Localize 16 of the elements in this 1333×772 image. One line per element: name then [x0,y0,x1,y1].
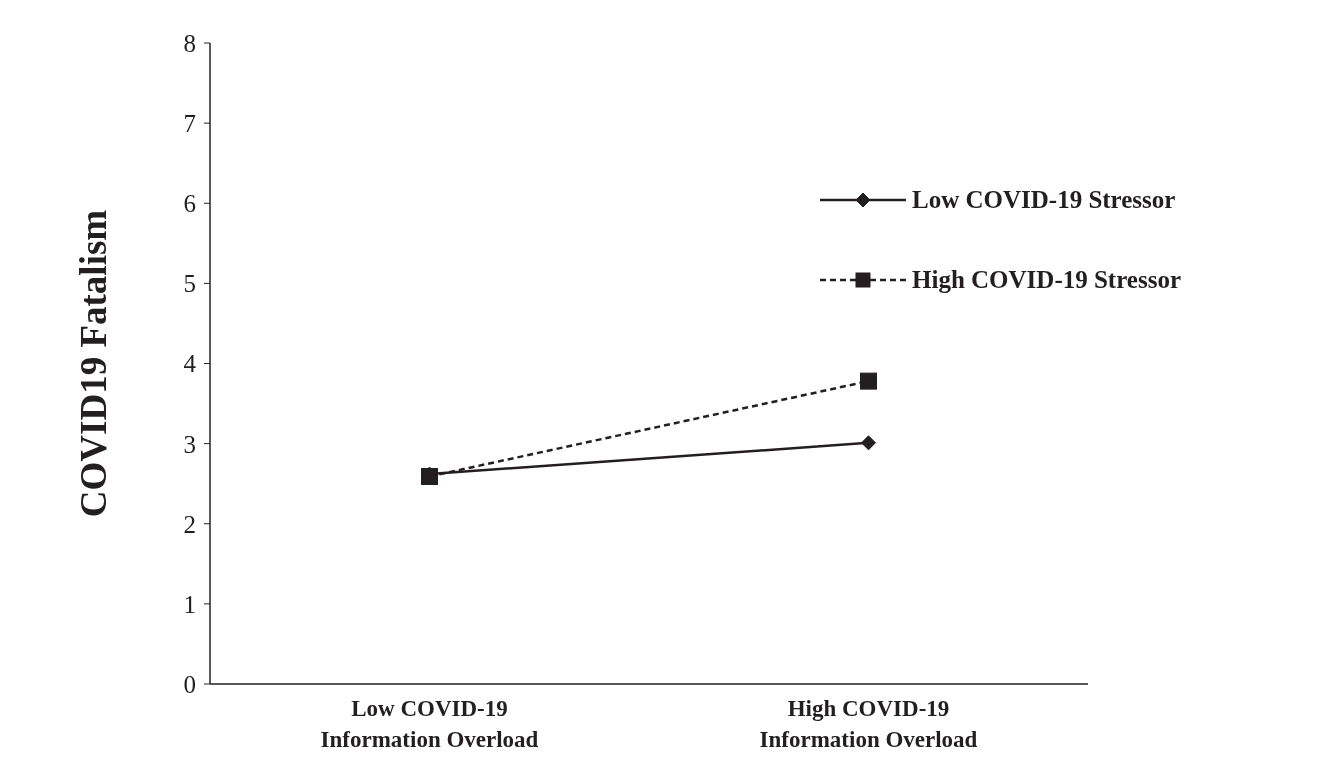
legend-label: High COVID-19 Stressor [912,266,1181,294]
y-axis-title: COVID19 Fatalism [73,209,115,518]
legend-label: Low COVID-19 Stressor [912,186,1176,214]
point [861,435,876,451]
y-tick-label: 6 [183,190,196,218]
y-tick-label: 1 [183,590,196,618]
y-tick-label: 3 [183,430,196,458]
y-tick-label: 5 [183,270,196,298]
y-tick-label: 2 [183,510,196,538]
x-tick-label: High COVID-19 Information Overload [759,696,978,752]
y-tick-label: 0 [183,670,196,698]
point [860,372,877,390]
x-tick-label: Low COVID-19 Information Overload [320,696,539,752]
y-tick-label: 7 [183,110,196,137]
y-tick-label: 8 [183,29,196,57]
y-tick-label: 4 [183,350,197,378]
